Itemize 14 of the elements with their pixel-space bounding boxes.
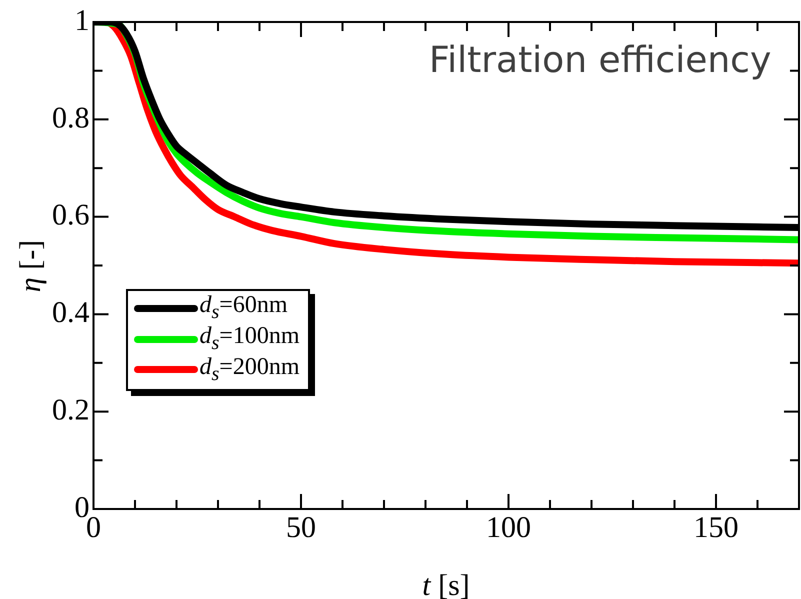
x-tick-label: 150 — [694, 510, 738, 544]
y-tick-label: 0.8 — [52, 101, 90, 134]
legend-label: d$_{s}$=200nm — [200, 354, 300, 386]
annotation: Filtration efficiency — [429, 40, 772, 81]
y-tick-label: 0.2 — [52, 393, 90, 426]
legend-label: d$_{s}$=100nm — [200, 322, 300, 355]
x-tick-label: 100 — [486, 510, 531, 544]
y-tick-label: 0.6 — [52, 198, 90, 232]
x-tick-label: 50 — [286, 510, 316, 544]
x-axis-title: t [s] — [422, 569, 470, 599]
y-tick-label: 1 — [74, 4, 90, 37]
y-axis-title: η [-] — [14, 239, 48, 292]
legend-label: d$_{s}$=60nm — [200, 292, 288, 324]
y-tick-label: 0.4 — [52, 296, 90, 330]
